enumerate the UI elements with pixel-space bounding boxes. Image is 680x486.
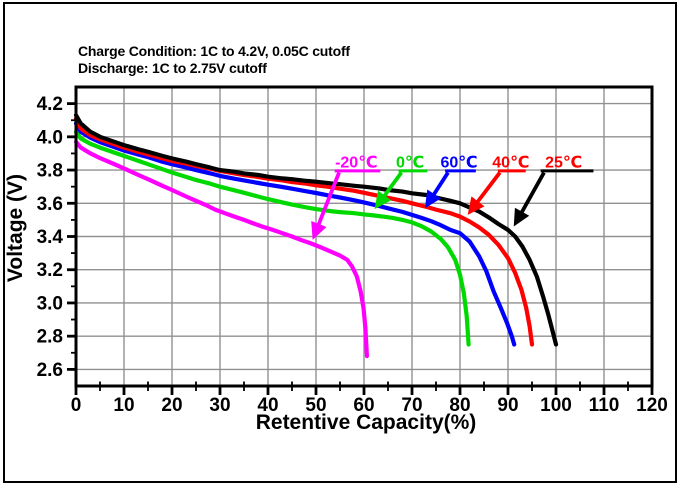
- temp-label-25c-arrow-shaft: [517, 171, 546, 218]
- temp-label-60c: 60℃: [440, 155, 477, 172]
- temp-label-40c-arrow-shaft: [472, 171, 502, 208]
- temp-label-25c: 25℃: [545, 155, 582, 172]
- x-tick-label: 120: [636, 395, 668, 416]
- curve-25c: [73, 113, 559, 347]
- x-tick-label: 40: [257, 395, 278, 416]
- temp-label-40c-arrowhead: [467, 196, 485, 215]
- curve-0c: [73, 129, 471, 347]
- charge-condition-line: Charge Condition: 1C to 4.2V, 0.05C cuto…: [78, 43, 350, 59]
- x-tick-label: 100: [540, 395, 572, 416]
- temp-label-25c-arrowhead: [513, 207, 530, 227]
- y-tick-label: 3.8: [37, 161, 63, 182]
- temp-label-minus20c-arrow-shaft: [314, 171, 341, 231]
- y-tick-label: 2.6: [37, 360, 63, 381]
- x-tick-label: 90: [497, 395, 518, 416]
- y-tick-label: 4.0: [37, 127, 63, 148]
- curve-60c: [73, 121, 517, 347]
- x-tick-label: 80: [449, 395, 470, 416]
- temp-label-minus20c-arrowhead: [311, 221, 327, 240]
- x-tick-label: 60: [353, 395, 374, 416]
- y-tick-label: 3.0: [37, 293, 63, 314]
- x-tick-label: 30: [209, 395, 230, 416]
- x-tick-label: 20: [161, 395, 182, 416]
- y-axis-title: Voltage (V): [4, 174, 27, 282]
- x-tick-label: 50: [305, 395, 326, 416]
- temp-label-0c: 0℃: [396, 155, 424, 172]
- chart-conditions: Charge Condition: 1C to 4.2V, 0.05C cuto…: [78, 43, 350, 77]
- y-tick-label: 3.2: [37, 260, 63, 281]
- chart-plot-area: -20℃ 0℃ 60℃ 40℃ 25℃ 2.6 2.8 3.0 3.2 3.4 3.6 3.8 4.0 4…: [37, 85, 668, 416]
- curve-40c: [73, 116, 535, 347]
- temp-label-60c-arrowhead: [424, 189, 442, 209]
- x-tick-label: 110: [589, 395, 620, 416]
- discharge-condition-line: Discharge: 1C to 2.75V cutoff: [78, 60, 267, 76]
- y-tick-label: 3.6: [37, 194, 63, 215]
- x-axis-title: Retentive Capacity(%): [256, 411, 477, 434]
- x-tick-label: 10: [113, 395, 134, 416]
- y-tick-label: 2.8: [37, 327, 63, 348]
- temp-label-40c: 40℃: [492, 155, 529, 172]
- x-tick-label: 70: [401, 395, 422, 416]
- y-tick-label: 4.2: [37, 94, 63, 115]
- y-tick-label: 3.4: [37, 227, 64, 248]
- temp-label-minus20c: -20℃: [335, 155, 378, 172]
- temp-label-0c-arrowhead: [374, 190, 392, 210]
- x-tick-label: 0: [71, 395, 82, 416]
- curve-minus20c: [73, 139, 369, 359]
